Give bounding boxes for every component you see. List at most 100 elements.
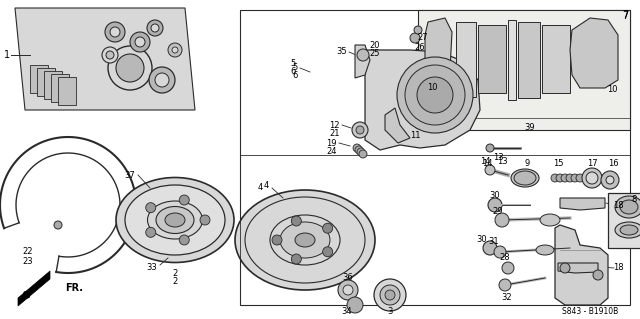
- Circle shape: [106, 51, 114, 59]
- Circle shape: [110, 27, 120, 37]
- Circle shape: [291, 216, 301, 226]
- Circle shape: [179, 235, 189, 245]
- Text: 10: 10: [427, 84, 437, 93]
- Text: 29: 29: [493, 206, 503, 216]
- Polygon shape: [570, 18, 618, 88]
- Text: 13: 13: [493, 153, 503, 162]
- Circle shape: [571, 174, 579, 182]
- Circle shape: [357, 49, 369, 61]
- Ellipse shape: [615, 196, 640, 218]
- Circle shape: [499, 279, 511, 291]
- Text: 39: 39: [525, 123, 535, 132]
- Circle shape: [485, 165, 495, 175]
- Bar: [518, 22, 540, 98]
- Circle shape: [374, 279, 406, 311]
- Circle shape: [323, 247, 333, 257]
- Circle shape: [200, 215, 210, 225]
- Bar: [478, 25, 506, 93]
- Circle shape: [582, 168, 602, 188]
- Text: 28: 28: [500, 254, 510, 263]
- Circle shape: [168, 43, 182, 57]
- Text: 5: 5: [291, 60, 296, 69]
- Bar: [456, 22, 476, 97]
- Circle shape: [359, 150, 367, 158]
- Circle shape: [135, 37, 145, 47]
- Text: 37: 37: [125, 170, 136, 180]
- Circle shape: [357, 148, 365, 156]
- Circle shape: [483, 241, 497, 255]
- Text: 1: 1: [4, 50, 10, 60]
- Ellipse shape: [540, 214, 560, 226]
- Text: 7: 7: [622, 10, 628, 20]
- Text: 24: 24: [326, 146, 337, 155]
- Text: 2: 2: [172, 278, 178, 286]
- Circle shape: [417, 77, 453, 113]
- Text: 35: 35: [337, 48, 348, 56]
- Bar: [508, 20, 516, 100]
- Text: 27: 27: [418, 33, 428, 42]
- Circle shape: [54, 221, 62, 229]
- Circle shape: [593, 270, 603, 280]
- Text: 22: 22: [23, 248, 33, 256]
- Circle shape: [291, 254, 301, 264]
- Text: 10: 10: [607, 85, 617, 94]
- Circle shape: [108, 46, 152, 90]
- Ellipse shape: [235, 190, 375, 290]
- Bar: [418, 10, 630, 130]
- Polygon shape: [58, 77, 76, 105]
- Text: 19: 19: [326, 138, 337, 147]
- Text: 33: 33: [147, 263, 157, 272]
- Text: 14: 14: [482, 159, 492, 167]
- Circle shape: [155, 73, 169, 87]
- Circle shape: [556, 174, 564, 182]
- Circle shape: [116, 54, 144, 82]
- Circle shape: [149, 67, 175, 93]
- Bar: [608, 193, 640, 248]
- Circle shape: [352, 122, 368, 138]
- Text: 6: 6: [291, 68, 296, 77]
- Circle shape: [102, 47, 118, 63]
- Circle shape: [486, 144, 494, 152]
- Text: 3: 3: [387, 308, 393, 316]
- Circle shape: [410, 33, 420, 43]
- Text: 34: 34: [342, 307, 352, 315]
- Circle shape: [566, 174, 574, 182]
- Text: 11: 11: [410, 130, 420, 139]
- Polygon shape: [558, 263, 598, 273]
- Polygon shape: [44, 71, 62, 99]
- Circle shape: [586, 172, 598, 184]
- Bar: [240, 10, 630, 305]
- Circle shape: [561, 174, 569, 182]
- Polygon shape: [37, 68, 55, 96]
- Circle shape: [355, 146, 363, 154]
- Circle shape: [495, 213, 509, 227]
- Ellipse shape: [295, 233, 315, 247]
- Ellipse shape: [125, 185, 225, 255]
- Ellipse shape: [147, 201, 202, 239]
- Text: 7: 7: [622, 11, 628, 21]
- Circle shape: [130, 32, 150, 52]
- Circle shape: [606, 176, 614, 184]
- Ellipse shape: [620, 200, 638, 214]
- Text: FR.: FR.: [65, 283, 83, 293]
- Text: 32: 32: [502, 293, 512, 301]
- Circle shape: [353, 144, 361, 152]
- Text: 18: 18: [612, 263, 623, 272]
- Text: 20: 20: [370, 41, 380, 49]
- Circle shape: [414, 26, 422, 34]
- Polygon shape: [51, 74, 69, 102]
- Text: 9: 9: [524, 159, 530, 167]
- Polygon shape: [30, 65, 48, 93]
- Text: 14: 14: [480, 158, 490, 167]
- Text: 17: 17: [587, 159, 597, 167]
- Circle shape: [502, 262, 514, 274]
- Circle shape: [147, 20, 163, 36]
- Polygon shape: [355, 45, 370, 78]
- Text: 8: 8: [631, 196, 637, 204]
- Polygon shape: [560, 198, 605, 210]
- Ellipse shape: [116, 177, 234, 263]
- Ellipse shape: [511, 169, 539, 187]
- Circle shape: [576, 174, 584, 182]
- Circle shape: [146, 203, 156, 213]
- Ellipse shape: [156, 206, 194, 234]
